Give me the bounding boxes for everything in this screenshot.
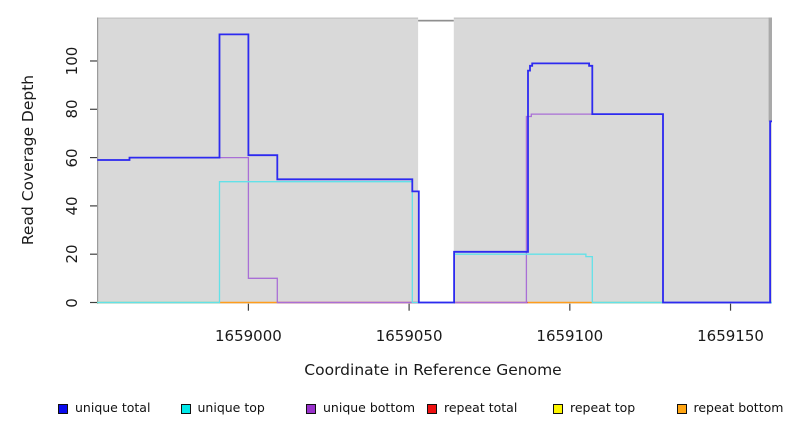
legend-label: unique bottom [323, 400, 416, 415]
masked-region-top-edge [418, 19, 454, 22]
series-line-unique-total [97, 33, 772, 304]
x-axis-title: Coordinate in Reference Genome [304, 361, 562, 379]
legend-swatch-icon [180, 404, 191, 414]
y-tick-label: 0 [63, 297, 81, 308]
legend-label: unique total [75, 400, 151, 415]
x-tick-label: 1659050 [375, 327, 443, 345]
legend-swatch-icon [676, 404, 687, 414]
y-tick-label: 20 [63, 244, 81, 264]
legend-swatch-icon [427, 404, 437, 414]
legend-swatch-icon [58, 404, 68, 414]
legend-swatch-icon [306, 404, 316, 414]
y-tick-label: 100 [63, 46, 81, 76]
legend-label: repeat bottom [693, 400, 784, 415]
legend-label: repeat total [444, 400, 518, 415]
x-tick-label: 1659100 [536, 327, 604, 345]
x-tick-label: 1659000 [214, 327, 282, 345]
legend-label: repeat top [570, 400, 636, 415]
x-tick-label: 1659150 [697, 327, 764, 345]
masked-region [418, 17, 454, 304]
y-axis-title: Read Coverage Depth [19, 74, 37, 246]
y-tick-label: 80 [63, 99, 81, 119]
plot-right-edge [768, 17, 772, 122]
legend-label: unique top [197, 400, 265, 415]
y-tick-label: 40 [63, 196, 81, 216]
legend-swatch-icon [553, 404, 563, 414]
y-tick-label: 60 [63, 148, 81, 168]
